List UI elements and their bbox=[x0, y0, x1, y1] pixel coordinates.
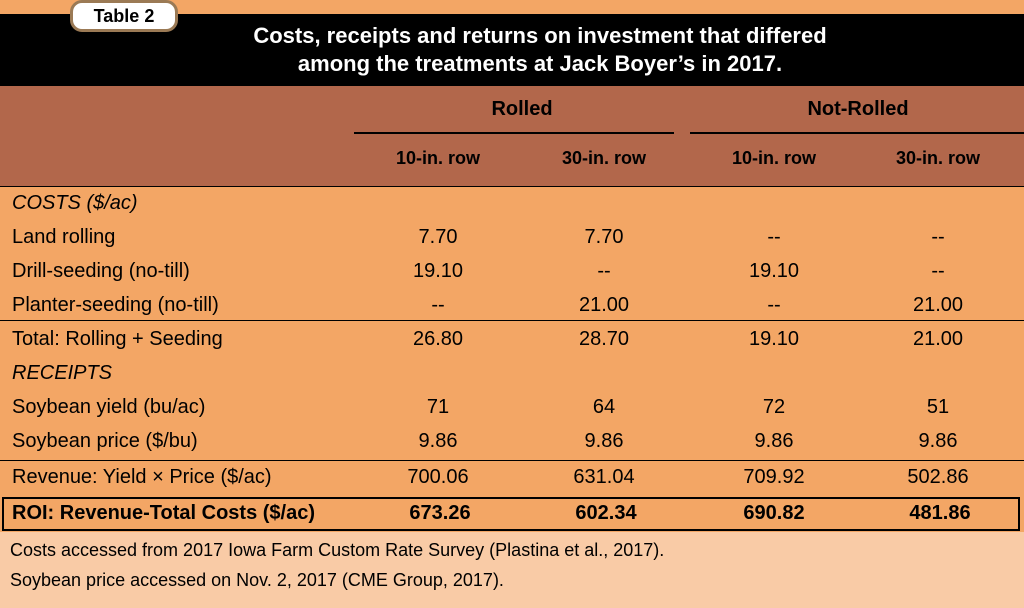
table-cell: 631.04 bbox=[573, 466, 635, 488]
table-row: Total: Rolling + Seeding 26.80 28.70 19.10 2… bbox=[0, 324, 1024, 358]
table-row: Soybean price ($/bu) 9.86 9.86 9.86 9.86 bbox=[0, 426, 1024, 460]
row-label: Planter-seeding (no-till) bbox=[12, 294, 219, 316]
table-row: RECEIPTS bbox=[0, 358, 1024, 392]
table-cell: 700.06 bbox=[407, 466, 469, 488]
table-cell: 72 bbox=[762, 396, 786, 418]
title-line-2: among the treatments at Jack Boyer’s in … bbox=[297, 51, 783, 76]
roi-value: 602.34 bbox=[575, 502, 637, 524]
title-line-1: Costs, receipts and returns on investmen… bbox=[253, 23, 827, 48]
table-cell: 26.80 bbox=[412, 328, 464, 350]
footnote-costs: Costs accessed from 2017 Iowa Farm Custo… bbox=[10, 540, 665, 560]
column-header-rolled-30in: 30-in. row bbox=[561, 148, 646, 168]
table-cell: 7.70 bbox=[418, 226, 458, 248]
section-label: RECEIPTS bbox=[12, 362, 113, 384]
row-label: Soybean price ($/bu) bbox=[12, 430, 198, 452]
table-cell: 19.10 bbox=[748, 328, 800, 350]
table-title: Costs, receipts and returns on investmen… bbox=[160, 22, 920, 78]
table-cell: 28.70 bbox=[578, 328, 630, 350]
table-cell: -- bbox=[931, 260, 945, 282]
group-header-not-rolled: Not-Rolled bbox=[807, 98, 909, 120]
table-cell: 21.00 bbox=[578, 294, 630, 316]
table-tag: Table 2 bbox=[70, 0, 178, 32]
footnotes: Costs accessed from 2017 Iowa Farm Custo… bbox=[0, 532, 1024, 608]
table-row: Drill-seeding (no-till) 19.10 -- 19.10 -- bbox=[0, 256, 1024, 290]
table-header bbox=[0, 86, 1024, 186]
row-label: Soybean yield (bu/ac) bbox=[12, 396, 206, 418]
revenue-divider bbox=[0, 460, 1024, 461]
footnote-price: Soybean price accessed on Nov. 2, 2017 (… bbox=[10, 570, 504, 590]
table-cell: -- bbox=[431, 294, 445, 316]
table-cell: 21.00 bbox=[912, 328, 964, 350]
column-header-rolled-10in: 10-in. row bbox=[395, 148, 480, 168]
table-row: COSTS ($/ac) bbox=[0, 188, 1024, 222]
table-cell: -- bbox=[597, 260, 611, 282]
table-cell: 9.86 bbox=[754, 430, 794, 452]
table-row: Revenue: Yield × Price ($/ac) 700.06 631.0… bbox=[0, 462, 1024, 496]
total-divider bbox=[0, 320, 1024, 321]
roi-value: 481.86 bbox=[909, 502, 971, 524]
table-cell: 64 bbox=[592, 396, 616, 418]
table-cell: -- bbox=[767, 226, 781, 248]
table-cell: 9.86 bbox=[418, 430, 458, 452]
roi-value: 673.26 bbox=[409, 502, 471, 524]
table-cell: 51 bbox=[926, 396, 950, 418]
row-label: Total: Rolling + Seeding bbox=[12, 328, 223, 350]
column-header-notrolled-30in: 30-in. row bbox=[895, 148, 980, 168]
row-label: Drill-seeding (no-till) bbox=[12, 260, 190, 282]
table-row: Soybean yield (bu/ac) 71 64 72 51 bbox=[0, 392, 1024, 426]
row-label: Land rolling bbox=[12, 226, 116, 248]
table-row: Planter-seeding (no-till) -- 21.00 -- 21.00 bbox=[0, 290, 1024, 324]
table-cell: -- bbox=[931, 226, 945, 248]
title-bar: Costs, receipts and returns on investmen… bbox=[0, 14, 1024, 86]
table-cell: 502.86 bbox=[907, 466, 969, 488]
table-row: Land rolling 7.70 7.70 -- -- bbox=[0, 222, 1024, 256]
header-divider bbox=[0, 186, 1024, 187]
table-cell: 9.86 bbox=[584, 430, 624, 452]
row-label: Revenue: Yield × Price ($/ac) bbox=[12, 466, 272, 488]
table-cell: 709.92 bbox=[743, 466, 805, 488]
section-label: COSTS ($/ac) bbox=[12, 192, 138, 214]
table-cell: -- bbox=[767, 294, 781, 316]
table-cell: 19.10 bbox=[412, 260, 464, 282]
roi-label: ROI: Revenue-Total Costs ($/ac) bbox=[12, 502, 316, 524]
roi-value: 690.82 bbox=[743, 502, 805, 524]
table-cell: 71 bbox=[426, 396, 450, 418]
table-cell: 21.00 bbox=[912, 294, 964, 316]
table-cell: 9.86 bbox=[918, 430, 958, 452]
group-rule-rolled bbox=[354, 132, 674, 134]
table-cell: 7.70 bbox=[584, 226, 624, 248]
table-cell: 19.10 bbox=[748, 260, 800, 282]
column-header-notrolled-10in: 10-in. row bbox=[731, 148, 816, 168]
group-rule-not-rolled bbox=[690, 132, 1024, 134]
group-header-rolled: Rolled bbox=[491, 98, 553, 120]
roi-row: ROI: Revenue-Total Costs ($/ac) 673.26 6… bbox=[2, 497, 1020, 531]
